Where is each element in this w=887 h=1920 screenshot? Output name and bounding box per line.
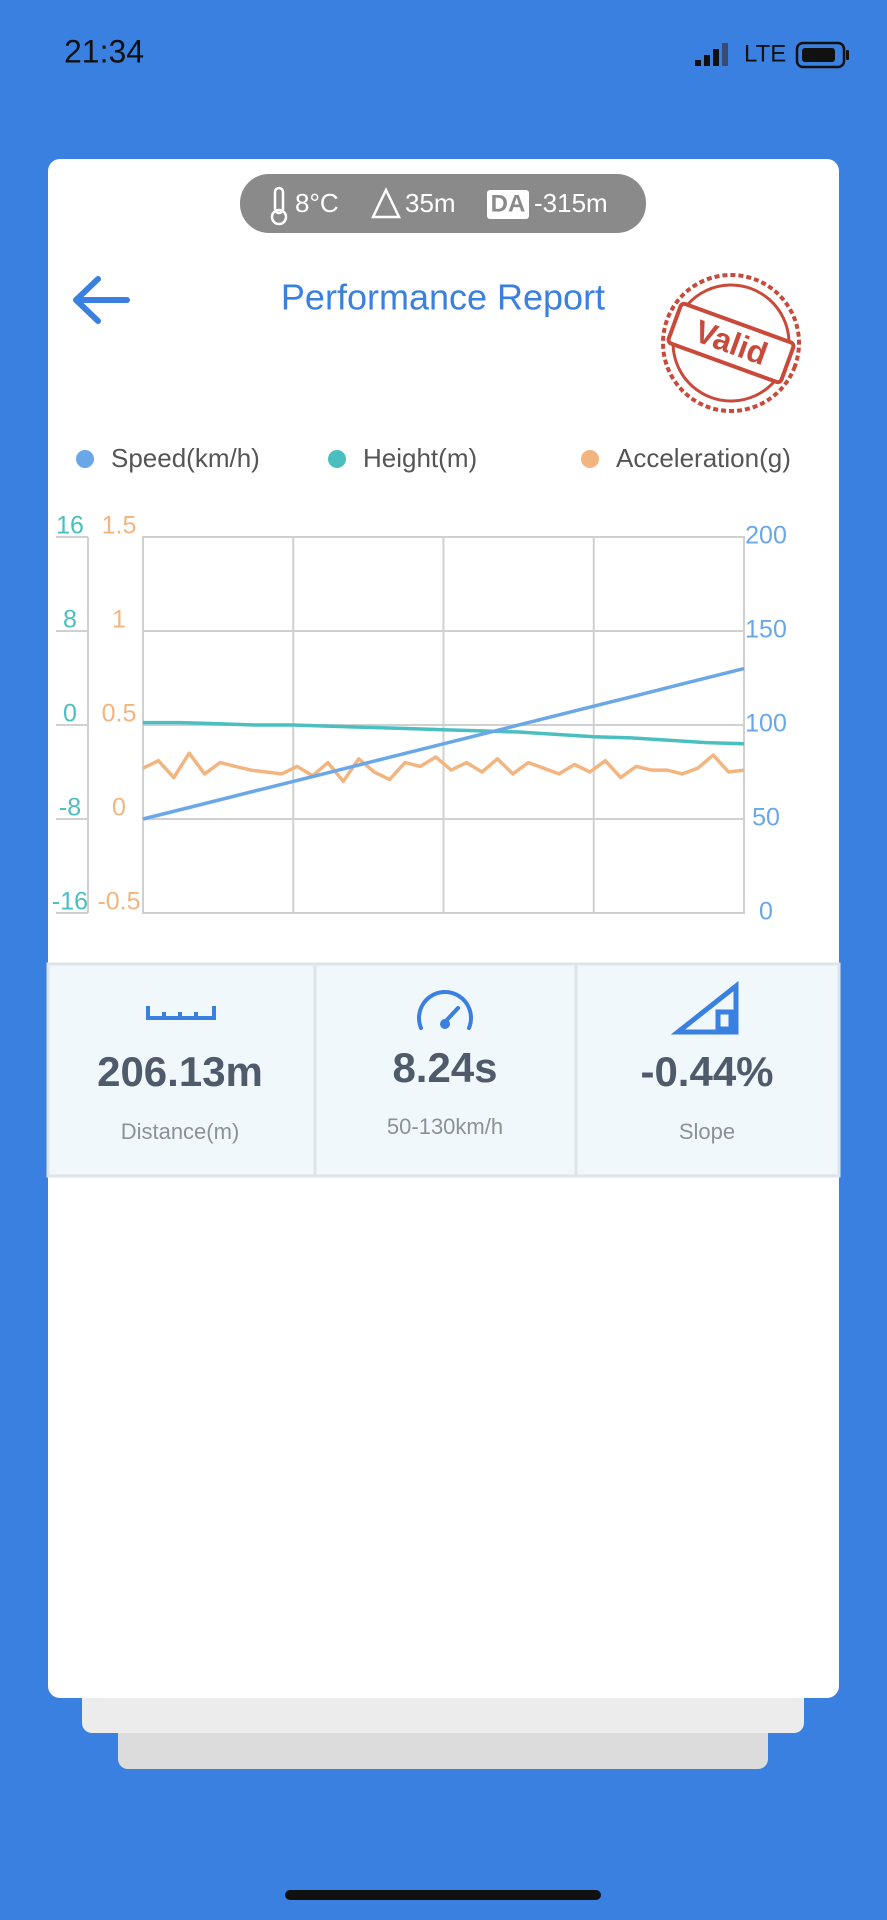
y3-tick-label: 0.5	[102, 700, 137, 728]
y3-tick-label: -0.5	[97, 888, 140, 916]
series-line	[142, 751, 745, 784]
report-card	[48, 159, 839, 1698]
conditions-pill	[240, 174, 646, 233]
y2-tick-label: -8	[59, 794, 81, 822]
stat-value: 206.13m	[97, 1048, 263, 1095]
back-button[interactable]	[73, 276, 130, 324]
y2-tick-label: 8	[63, 606, 77, 634]
y-tick-label: 100	[745, 710, 787, 738]
legend-marker	[328, 450, 346, 468]
y-tick-label: 50	[752, 804, 780, 832]
y2-tick-label: 16	[56, 512, 84, 540]
slope-icon	[670, 980, 739, 1035]
status-time: 21:34	[64, 33, 144, 69]
gauge-icon	[417, 990, 473, 1030]
signal-icon	[695, 43, 728, 66]
stat-label: 50-130km/h	[387, 1114, 503, 1139]
legend-label: Height(m)	[363, 443, 477, 473]
y2-tick-label: 0	[63, 700, 77, 728]
page-title: Performance Report	[281, 277, 605, 318]
legend-marker	[581, 450, 599, 468]
stat-value: -0.44%	[640, 1048, 773, 1095]
series-line	[142, 666, 745, 821]
series-line	[143, 720, 745, 746]
chart: Speed(km/h) Height(m) Acceleration(g)05010…	[52, 443, 791, 926]
temperature: 8°C	[295, 188, 339, 218]
stat-label: Distance(m)	[121, 1119, 240, 1144]
da-badge: DA	[491, 190, 526, 217]
stat-label: Slope	[679, 1119, 735, 1144]
thermometer-icon	[270, 186, 288, 226]
network-label: LTE	[744, 40, 786, 67]
y3-tick-label: 1	[112, 606, 126, 634]
home-indicator	[285, 1890, 601, 1900]
legend-label: Acceleration(g)	[616, 443, 791, 473]
y-tick-label: 150	[745, 616, 787, 644]
y-tick-label: 0	[759, 898, 773, 926]
legend-label: Speed(km/h)	[111, 443, 260, 473]
stat-value: 8.24s	[392, 1044, 497, 1091]
stats-panel	[46, 962, 841, 1178]
y3-tick-label: 1.5	[102, 512, 137, 540]
mountain-icon	[371, 187, 401, 219]
da-badge-bg	[487, 190, 529, 219]
battery-icon	[795, 41, 849, 69]
y3-tick-label: 0	[112, 794, 126, 822]
y-tick-label: 200	[745, 522, 787, 550]
ruler-icon	[146, 1006, 216, 1020]
elevation: 35m	[405, 188, 456, 218]
density-altitude: -315m	[534, 188, 608, 218]
legend-marker	[76, 450, 94, 468]
y2-tick-label: -16	[52, 888, 88, 916]
